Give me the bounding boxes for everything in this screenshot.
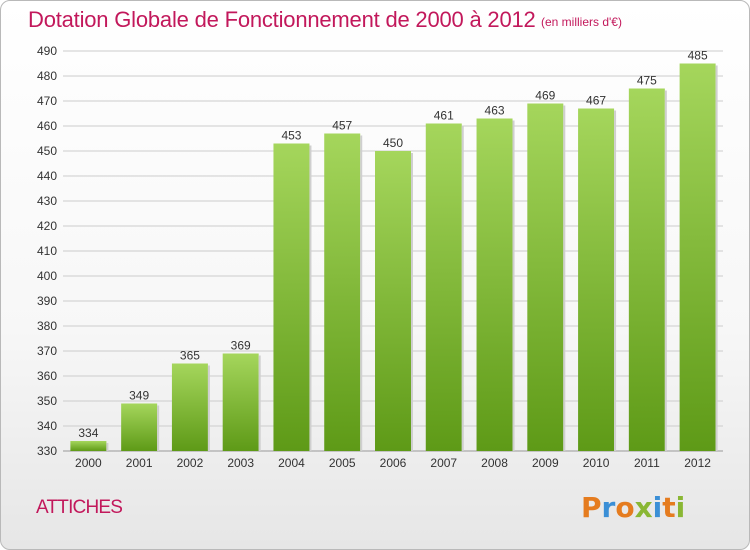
x-tick-label: 2012: [684, 456, 711, 470]
y-tick-label: 390: [37, 294, 57, 308]
y-tick-label: 490: [37, 44, 57, 58]
bar-2001: [121, 403, 158, 451]
bar-2007: [425, 123, 462, 451]
data-labels: 334 349 365 369 453 457 450 461 463 469 467 475 485: [78, 49, 708, 441]
y-tick-label: 420: [37, 219, 57, 233]
y-tick-label: 440: [37, 169, 57, 183]
y-tick-label: 370: [37, 344, 57, 358]
bar-shadow: [309, 145, 312, 451]
bar-shadow: [258, 355, 261, 451]
bar-2010: [578, 108, 615, 451]
x-tick-label: 2000: [75, 456, 102, 470]
x-axis-ticks: 2000 2001 2002 2003 2004 2005 2006 2007 2008 2009…: [75, 456, 711, 470]
x-tick-label: 2001: [126, 456, 153, 470]
bar-2005: [324, 133, 361, 451]
bar-2004: [273, 143, 310, 451]
logo-letter: t: [662, 491, 676, 524]
y-tick-label: 340: [37, 419, 57, 433]
x-tick-label: 2010: [583, 456, 610, 470]
bar-2006: [375, 151, 411, 451]
x-tick-label: 2002: [177, 456, 204, 470]
x-tick-label: 2011: [634, 456, 660, 470]
y-tick-label: 450: [37, 144, 57, 158]
bar-2008: [476, 118, 513, 451]
bar-2012: [679, 63, 716, 451]
x-tick-label: 2003: [227, 456, 254, 470]
bar-shadow: [106, 443, 109, 451]
y-tick-label: 400: [37, 269, 57, 283]
y-tick-label: 380: [37, 319, 57, 333]
x-tick-label: 2006: [380, 456, 407, 470]
y-tick-label: 360: [37, 369, 57, 383]
bar-shadow: [614, 110, 617, 451]
bars: [70, 63, 718, 451]
logo-letter: o: [615, 491, 635, 524]
y-tick-label: 330: [37, 444, 57, 458]
bar-shadow: [207, 365, 210, 451]
x-tick-label: 2007: [430, 456, 457, 470]
data-label: 461: [434, 109, 454, 123]
proxiti-logo[interactable]: Proxiti: [581, 491, 685, 524]
bar-shadow: [360, 135, 363, 451]
data-label: 369: [231, 339, 251, 353]
bar-2000: [70, 441, 107, 451]
bar-shadow: [411, 153, 413, 451]
bar-shadow: [461, 125, 464, 451]
bar-2009: [527, 103, 564, 451]
x-tick-label: 2008: [481, 456, 508, 470]
data-label: 349: [129, 389, 149, 403]
y-axis-ticks: 330 340 350 360 370 380 390 400 410 420 430 440 450 4…: [37, 44, 57, 458]
chart-subtitle: (en milliers d'€): [541, 15, 622, 29]
y-tick-label: 460: [37, 119, 57, 133]
data-label: 475: [637, 74, 657, 88]
data-label: 450: [383, 136, 403, 150]
x-tick-label: 2009: [532, 456, 559, 470]
y-tick-label: 410: [37, 244, 57, 258]
logo-letter: r: [601, 491, 616, 524]
data-label: 469: [535, 89, 555, 103]
x-tick-label: 2004: [278, 456, 305, 470]
bar-2002: [171, 363, 208, 451]
bar-shadow: [664, 90, 667, 451]
data-label: 457: [332, 119, 352, 133]
bar-shadow: [512, 120, 515, 451]
x-tick-label: 2005: [329, 456, 356, 470]
data-label: 463: [485, 104, 505, 118]
y-tick-label: 480: [37, 69, 57, 83]
y-tick-label: 430: [37, 194, 57, 208]
logo-letter: x: [634, 491, 653, 524]
bar-2011: [628, 88, 665, 451]
chart-title: Dotation Globale de Fonctionnement de 20…: [28, 7, 536, 32]
commune-name: ATTICHES: [36, 497, 123, 518]
y-tick-label: 470: [37, 94, 57, 108]
logo-letter: i: [675, 491, 686, 524]
logo-letter: P: [581, 491, 602, 524]
data-label: 365: [180, 349, 200, 363]
data-label: 485: [688, 49, 708, 63]
data-label: 467: [586, 94, 606, 108]
y-tick-label: 350: [37, 394, 57, 408]
logo-letter: i: [652, 491, 663, 524]
data-label: 453: [281, 129, 301, 143]
bar-shadow: [157, 405, 160, 451]
bar-shadow: [563, 105, 566, 451]
data-label: 334: [78, 426, 98, 440]
bar-shadow: [715, 65, 718, 451]
bar-2003: [222, 353, 259, 451]
